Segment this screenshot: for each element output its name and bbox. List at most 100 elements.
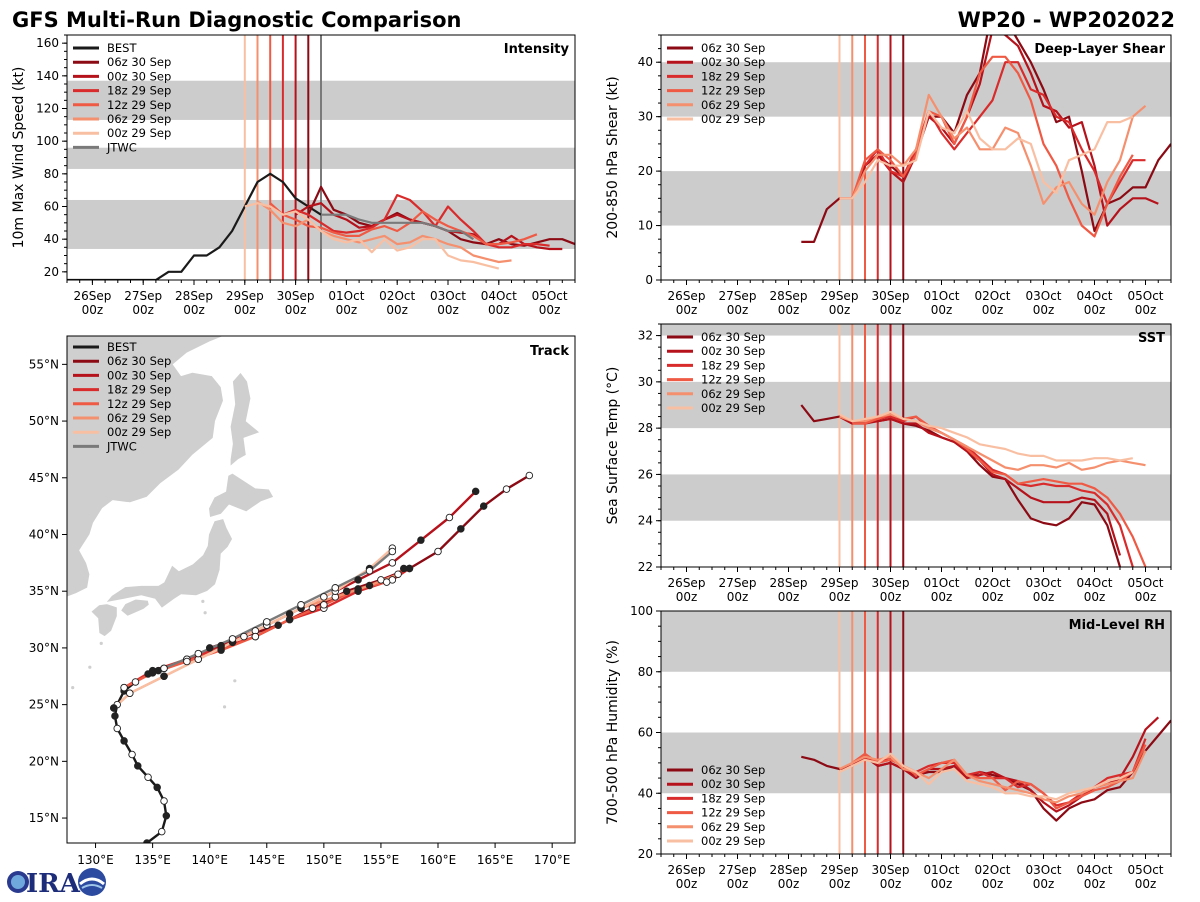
track-point — [525, 471, 534, 480]
track-panel-title: Track — [530, 344, 569, 359]
track-point — [134, 762, 142, 770]
sst-ytick-label: 22 — [638, 560, 653, 574]
rh-legend-label: 06z 29 Sep — [701, 820, 765, 834]
track-legend-label: 06z 30 Sep — [107, 354, 171, 368]
sst-ytick-label: 26 — [638, 467, 653, 481]
rh-xtick-label-hour: 00z — [880, 877, 902, 891]
sst-xtick-label-day: 26Sep — [668, 576, 706, 590]
rh-ytick-label: 20 — [638, 847, 653, 861]
sst-panel: 22242628303226Sep00z27Sep00z28Sep00z29Se… — [605, 323, 1172, 604]
shear-xtick-label-day: 30Sep — [872, 289, 910, 303]
shear-shaded-band — [661, 62, 1171, 117]
track-legend-label: JTWC — [106, 439, 137, 453]
sst-xtick-label-hour: 00z — [676, 590, 698, 604]
rh-xtick-label-hour: 00z — [676, 877, 698, 891]
track-point — [113, 724, 121, 733]
sst-series-06z-29-sep — [839, 413, 1146, 471]
sst-xtick-label-hour: 00z — [829, 590, 851, 604]
intensity-plot-area — [67, 35, 575, 280]
shear-ytick-label: 0 — [645, 273, 653, 287]
island — [201, 599, 205, 604]
track-point — [153, 783, 161, 792]
track-point — [365, 567, 374, 575]
track-point — [285, 615, 294, 624]
track-legend-label: 12z 29 Sep — [107, 397, 171, 411]
sst-xtick-label-day: 30Sep — [872, 576, 910, 590]
sst-legend-label: 06z 29 Sep — [701, 387, 765, 401]
rh-panel: 2040608010026Sep00z27Sep00z28Sep00z29Sep… — [605, 604, 1172, 891]
shear-legend-label: 06z 30 Sep — [701, 41, 765, 55]
sst-xtick-label-hour: 00z — [778, 590, 800, 604]
track-point — [251, 632, 260, 641]
track-point — [143, 839, 151, 843]
shear-xtick-label-hour: 00z — [727, 303, 749, 317]
intensity-xtick-label-hour: 00z — [132, 303, 154, 317]
land-mass — [229, 371, 261, 468]
rh-xtick-label-hour: 00z — [778, 877, 800, 891]
track-point — [263, 618, 271, 626]
rh-plot-area — [661, 611, 1171, 854]
track-point — [457, 525, 465, 533]
track-point — [183, 657, 191, 666]
intensity-legend-label: 12z 29 Sep — [107, 98, 171, 112]
shear-legend-label: 00z 29 Sep — [701, 112, 765, 126]
intensity-series-18z-29-sep — [282, 194, 550, 249]
intensity-series-12z-29-sep — [269, 202, 538, 246]
sst-legend-label: 00z 29 Sep — [701, 401, 765, 415]
track-point — [120, 683, 128, 692]
sst-xtick-label-day: 04Oct — [1076, 576, 1112, 590]
rh-ytick-label: 60 — [638, 726, 653, 740]
track-ytick-label: 50°N — [29, 414, 59, 428]
shear-ytick-label: 40 — [638, 55, 653, 69]
track-panel: 130°E 135°E 140°E 145°E 150°E 155°E 160°E 165°E… — [29, 335, 576, 867]
track-ytick-label: 30°N — [29, 641, 59, 655]
track-ytick-label: 15°N — [29, 811, 59, 825]
track-map-area — [67, 336, 534, 843]
track-legend-label: BEST — [107, 340, 137, 354]
island — [71, 686, 75, 690]
rh-legend-label: 00z 29 Sep — [701, 834, 765, 848]
shear-legend-label: 06z 29 Sep — [701, 98, 765, 112]
sst-xtick-label-hour: 00z — [982, 590, 1004, 604]
shear-shaded-band — [661, 171, 1171, 226]
shear-series-12z-29-sep — [851, 55, 1134, 238]
shear-ytick-label: 10 — [638, 219, 653, 233]
track-point — [131, 678, 140, 686]
shear-xtick-label-hour: 00z — [880, 303, 902, 317]
track-point — [471, 487, 480, 496]
rh-xtick-label-day: 29Sep — [821, 863, 859, 877]
shear-panel-title: Deep-Layer Shear — [1034, 42, 1165, 57]
rh-xtick-label-hour: 00z — [1135, 877, 1157, 891]
intensity-ytick-label: 80 — [44, 167, 59, 181]
track-point — [382, 578, 391, 586]
svg-text:IRA: IRA — [26, 869, 81, 898]
track-point — [308, 604, 317, 612]
intensity-legend-label: 06z 30 Sep — [107, 55, 171, 69]
sst-shaded-band — [661, 474, 1171, 521]
rh-xtick-label-hour: 00z — [1084, 877, 1106, 891]
track-point — [365, 581, 374, 590]
rh-xtick-label-day: 30Sep — [872, 863, 910, 877]
shear-xtick-label-day: 27Sep — [719, 289, 757, 303]
intensity-legend-label: 00z 30 Sep — [107, 69, 171, 83]
rh-legend-label: 18z 29 Sep — [701, 791, 765, 805]
intensity-xtick-label-hour: 00z — [183, 303, 205, 317]
rh-ytick-label: 40 — [638, 786, 653, 800]
track-point — [320, 593, 328, 601]
rh-xtick-label-hour: 00z — [982, 877, 1004, 891]
shear-series-18z-29-sep — [864, 61, 1146, 205]
shear-xtick-label-hour: 00z — [982, 303, 1004, 317]
track-point — [320, 601, 328, 609]
rh-ytick-label: 100 — [630, 604, 653, 618]
intensity-xtick-label-day: 05Oct — [532, 289, 568, 303]
intensity-legend-label: BEST — [107, 41, 137, 55]
island — [203, 611, 207, 615]
track-ytick-label: 35°N — [29, 584, 59, 598]
sst-xtick-label-hour: 00z — [931, 590, 953, 604]
track-point — [144, 773, 152, 781]
track-legend-label: 06z 29 Sep — [107, 411, 171, 425]
sst-legend-label: 18z 29 Sep — [701, 358, 765, 372]
track-xtick-label: 145°E — [249, 853, 286, 867]
land-mass — [120, 598, 150, 617]
